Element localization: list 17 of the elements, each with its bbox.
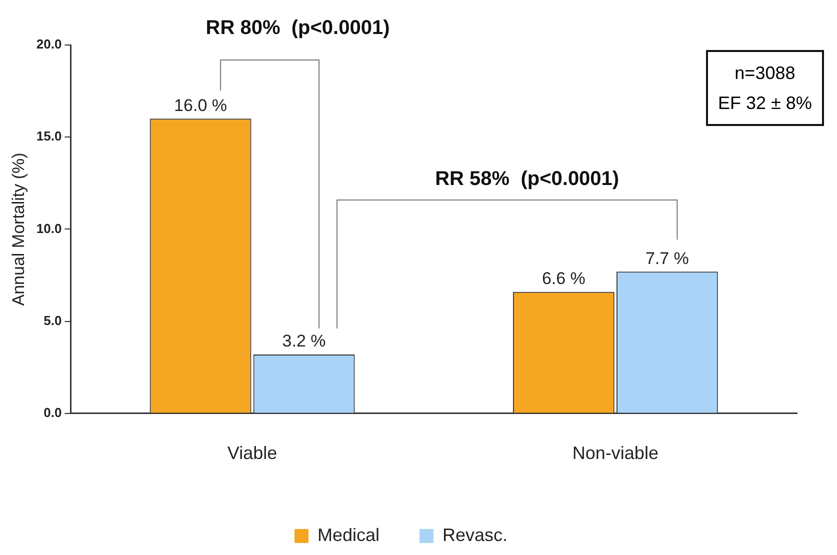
x-tick-label: Non-viable <box>572 443 658 464</box>
data-label: 6.6 % <box>542 269 586 288</box>
text: RR 80% (p<0.0001) <box>206 17 390 39</box>
y-axis-title: Annual Mortality (%) <box>8 152 28 306</box>
annotation: n=3088 EF 32 ± 8% <box>706 50 824 126</box>
data-label: 3.2 % <box>282 332 326 351</box>
data-label: 7.7 % <box>645 248 689 268</box>
y-tick-label: 15.0 <box>36 128 62 144</box>
y-tick-label: 0.0 <box>44 404 62 420</box>
y-tick-label: 5.0 <box>44 312 62 328</box>
y-tick-label: 10.0 <box>36 220 62 236</box>
legend-label: Medical <box>317 524 380 545</box>
y-tick-label: 20.0 <box>36 36 62 52</box>
data-label: 16.0 % <box>174 96 227 115</box>
legend-label: Revasc. <box>442 524 508 545</box>
annotation: RR 58% (p<0.0001) <box>435 168 620 190</box>
x-tick-label: Viable <box>227 443 278 464</box>
